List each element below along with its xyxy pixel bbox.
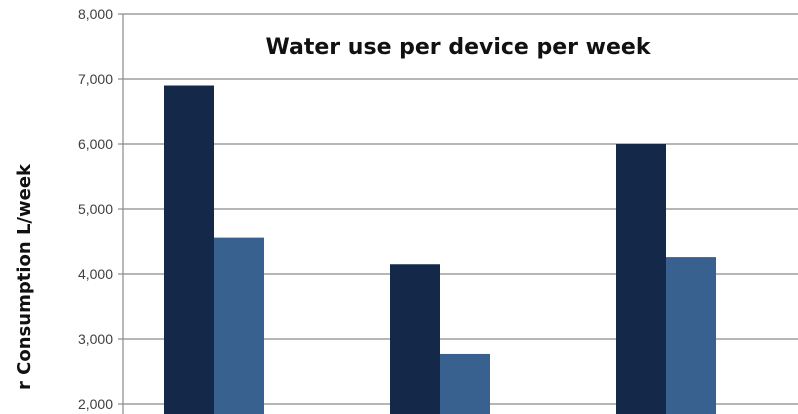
bars (164, 85, 716, 414)
y-tick-label: 4,000 (78, 266, 113, 282)
y-axis-label: r Consumption L/week (14, 163, 35, 390)
bar-series-2-group-2 (440, 353, 490, 414)
bar-series-1-group-1 (164, 85, 214, 414)
bar-series-2-group-1 (214, 237, 264, 414)
y-tick-label: 5,000 (78, 201, 113, 217)
y-tick-label: 8,000 (78, 6, 113, 22)
y-tick-label: 6,000 (78, 136, 113, 152)
y-tick-label: 2,000 (78, 396, 113, 412)
y-tick-label: 7,000 (78, 71, 113, 87)
y-tick-label: 3,000 (78, 331, 113, 347)
bar-series-2-group-3 (666, 257, 716, 414)
y-axis-ticks: 2,000 3,000 4,000 5,000 6,000 7,000 8,000 (78, 6, 123, 412)
bar-series-1-group-2 (390, 264, 440, 414)
chart-title: Water use per device per week (266, 35, 652, 60)
bar-series-1-group-3 (616, 144, 666, 414)
